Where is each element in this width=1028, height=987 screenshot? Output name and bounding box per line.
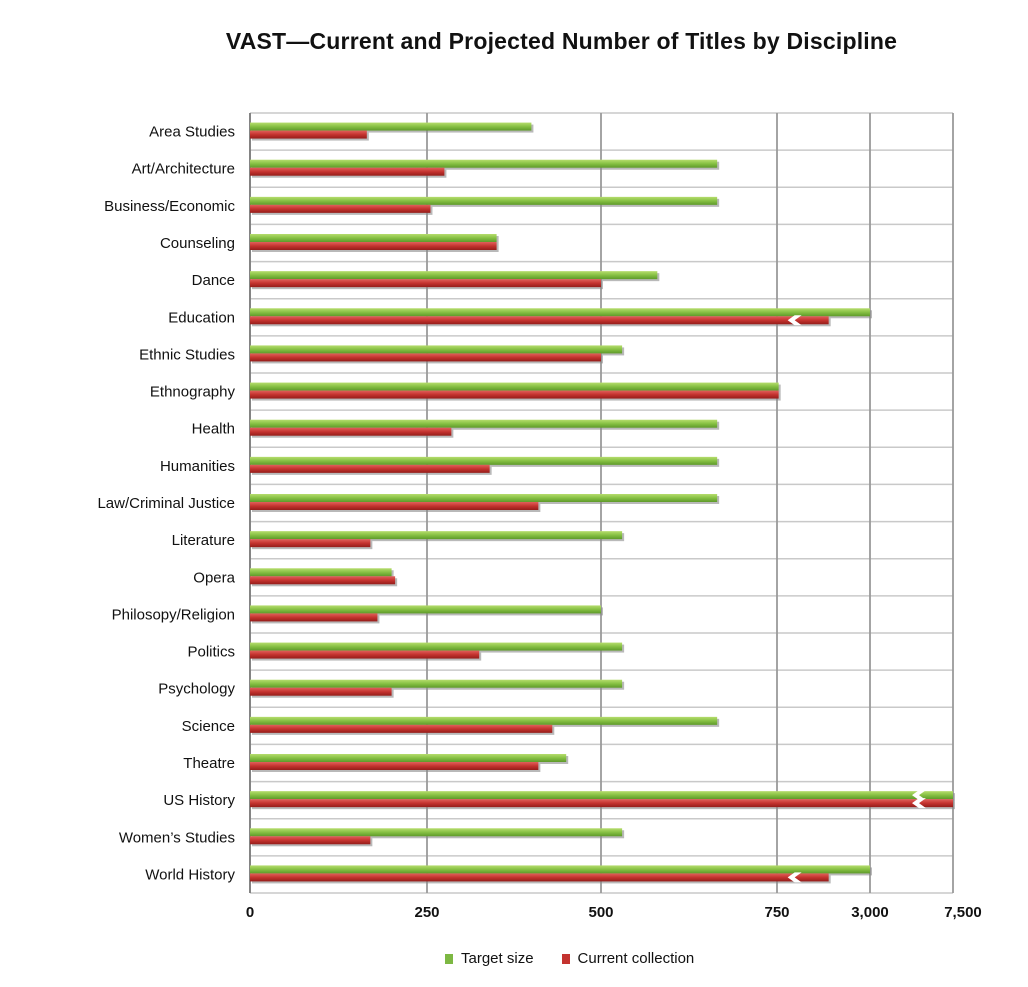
- bar-current: [250, 799, 953, 808]
- bar-current: [250, 539, 371, 548]
- x-tick-label: 3,000: [851, 904, 889, 921]
- legend-swatch-target: [445, 953, 453, 964]
- category-label: Psychology: [158, 681, 235, 698]
- bar-current: [250, 167, 445, 176]
- bar-current: [250, 353, 601, 362]
- bar-current: [250, 316, 829, 325]
- bar-target: [250, 234, 497, 242]
- axis-break-mark: [912, 798, 926, 809]
- category-label: Politics: [187, 644, 235, 661]
- legend-swatch-current: [561, 953, 570, 964]
- category-label: Business/Economic: [104, 198, 235, 215]
- bar-current: [250, 464, 490, 473]
- bar-current: [250, 576, 396, 585]
- x-tick-label: 750: [764, 904, 789, 921]
- category-label: Theatre: [183, 755, 235, 772]
- bar-current: [250, 502, 539, 510]
- axis-break-mark: [787, 315, 802, 326]
- bar-target: [250, 122, 532, 131]
- category-label: Philosopy/Religion: [112, 606, 235, 623]
- category-label: Ethnic Studies: [139, 346, 235, 363]
- category-label: Dance: [192, 272, 235, 289]
- bar-target: [250, 828, 623, 837]
- bar-current: [250, 427, 452, 436]
- axis-break-mark: [912, 790, 926, 801]
- bar-target: [250, 456, 718, 465]
- x-tick-label: 500: [588, 904, 613, 921]
- bar-current: [250, 390, 779, 399]
- bar-target: [250, 531, 623, 540]
- category-label: Opera: [193, 569, 235, 586]
- category-label: US History: [163, 792, 235, 809]
- bar-target: [250, 345, 623, 354]
- bar-target: [250, 159, 718, 168]
- bar-current: [250, 873, 829, 882]
- bar-target: [250, 382, 779, 391]
- bar-current: [250, 130, 367, 139]
- chart-title: VAST—Current and Projected Number of Tit…: [225, 28, 898, 54]
- axis-break-mark: [787, 872, 802, 883]
- bar-current: [250, 650, 480, 659]
- bar-target: [250, 791, 953, 800]
- category-label: Women’s Studies: [119, 829, 235, 846]
- bar-target: [250, 642, 623, 651]
- bar-current: [250, 836, 371, 845]
- bar-target: [250, 494, 718, 502]
- bar-current: [250, 762, 539, 770]
- x-tick-label: 250: [414, 904, 439, 921]
- x-tick-label: 0: [246, 904, 254, 921]
- bar-current: [250, 242, 497, 250]
- bar-target: [250, 605, 601, 614]
- category-label: Law/Criminal Justice: [97, 495, 235, 512]
- bar-target: [250, 679, 623, 688]
- bar-current: [250, 204, 431, 213]
- category-label: World History: [145, 866, 235, 883]
- bar-target: [250, 271, 658, 280]
- bar-target: [250, 716, 718, 725]
- category-label: Humanities: [160, 458, 235, 475]
- bar-target: [250, 419, 718, 428]
- category-label: Health: [192, 421, 235, 438]
- legend-label-current: Current collection: [577, 950, 695, 967]
- bar-target: [250, 196, 718, 205]
- bar-target: [250, 568, 392, 577]
- category-label: Science: [182, 718, 235, 735]
- bar-target: [250, 865, 870, 874]
- category-label: Counseling: [160, 235, 235, 252]
- legend-label-target: Target size: [461, 950, 534, 967]
- category-label: Ethnography: [150, 384, 236, 401]
- legend-item-target: Target size: [445, 950, 534, 967]
- chart: Area Studies Art/Architecture Business/Eco…: [97, 112, 982, 921]
- bar-current: [250, 724, 553, 733]
- bar-current: [250, 279, 601, 288]
- category-label: Area Studies: [149, 124, 235, 141]
- x-tick-label: 7,500: [944, 904, 982, 921]
- bar-target: [250, 754, 567, 762]
- category-label: Education: [168, 309, 235, 326]
- bar-current: [250, 687, 392, 696]
- bar-current: [250, 613, 378, 622]
- category-label: Art/Architecture: [132, 161, 235, 178]
- legend: Target size Current collection: [445, 950, 694, 967]
- legend-item-current: Current collection: [561, 950, 695, 967]
- bar-target: [250, 308, 870, 317]
- category-label: Literature: [172, 532, 235, 549]
